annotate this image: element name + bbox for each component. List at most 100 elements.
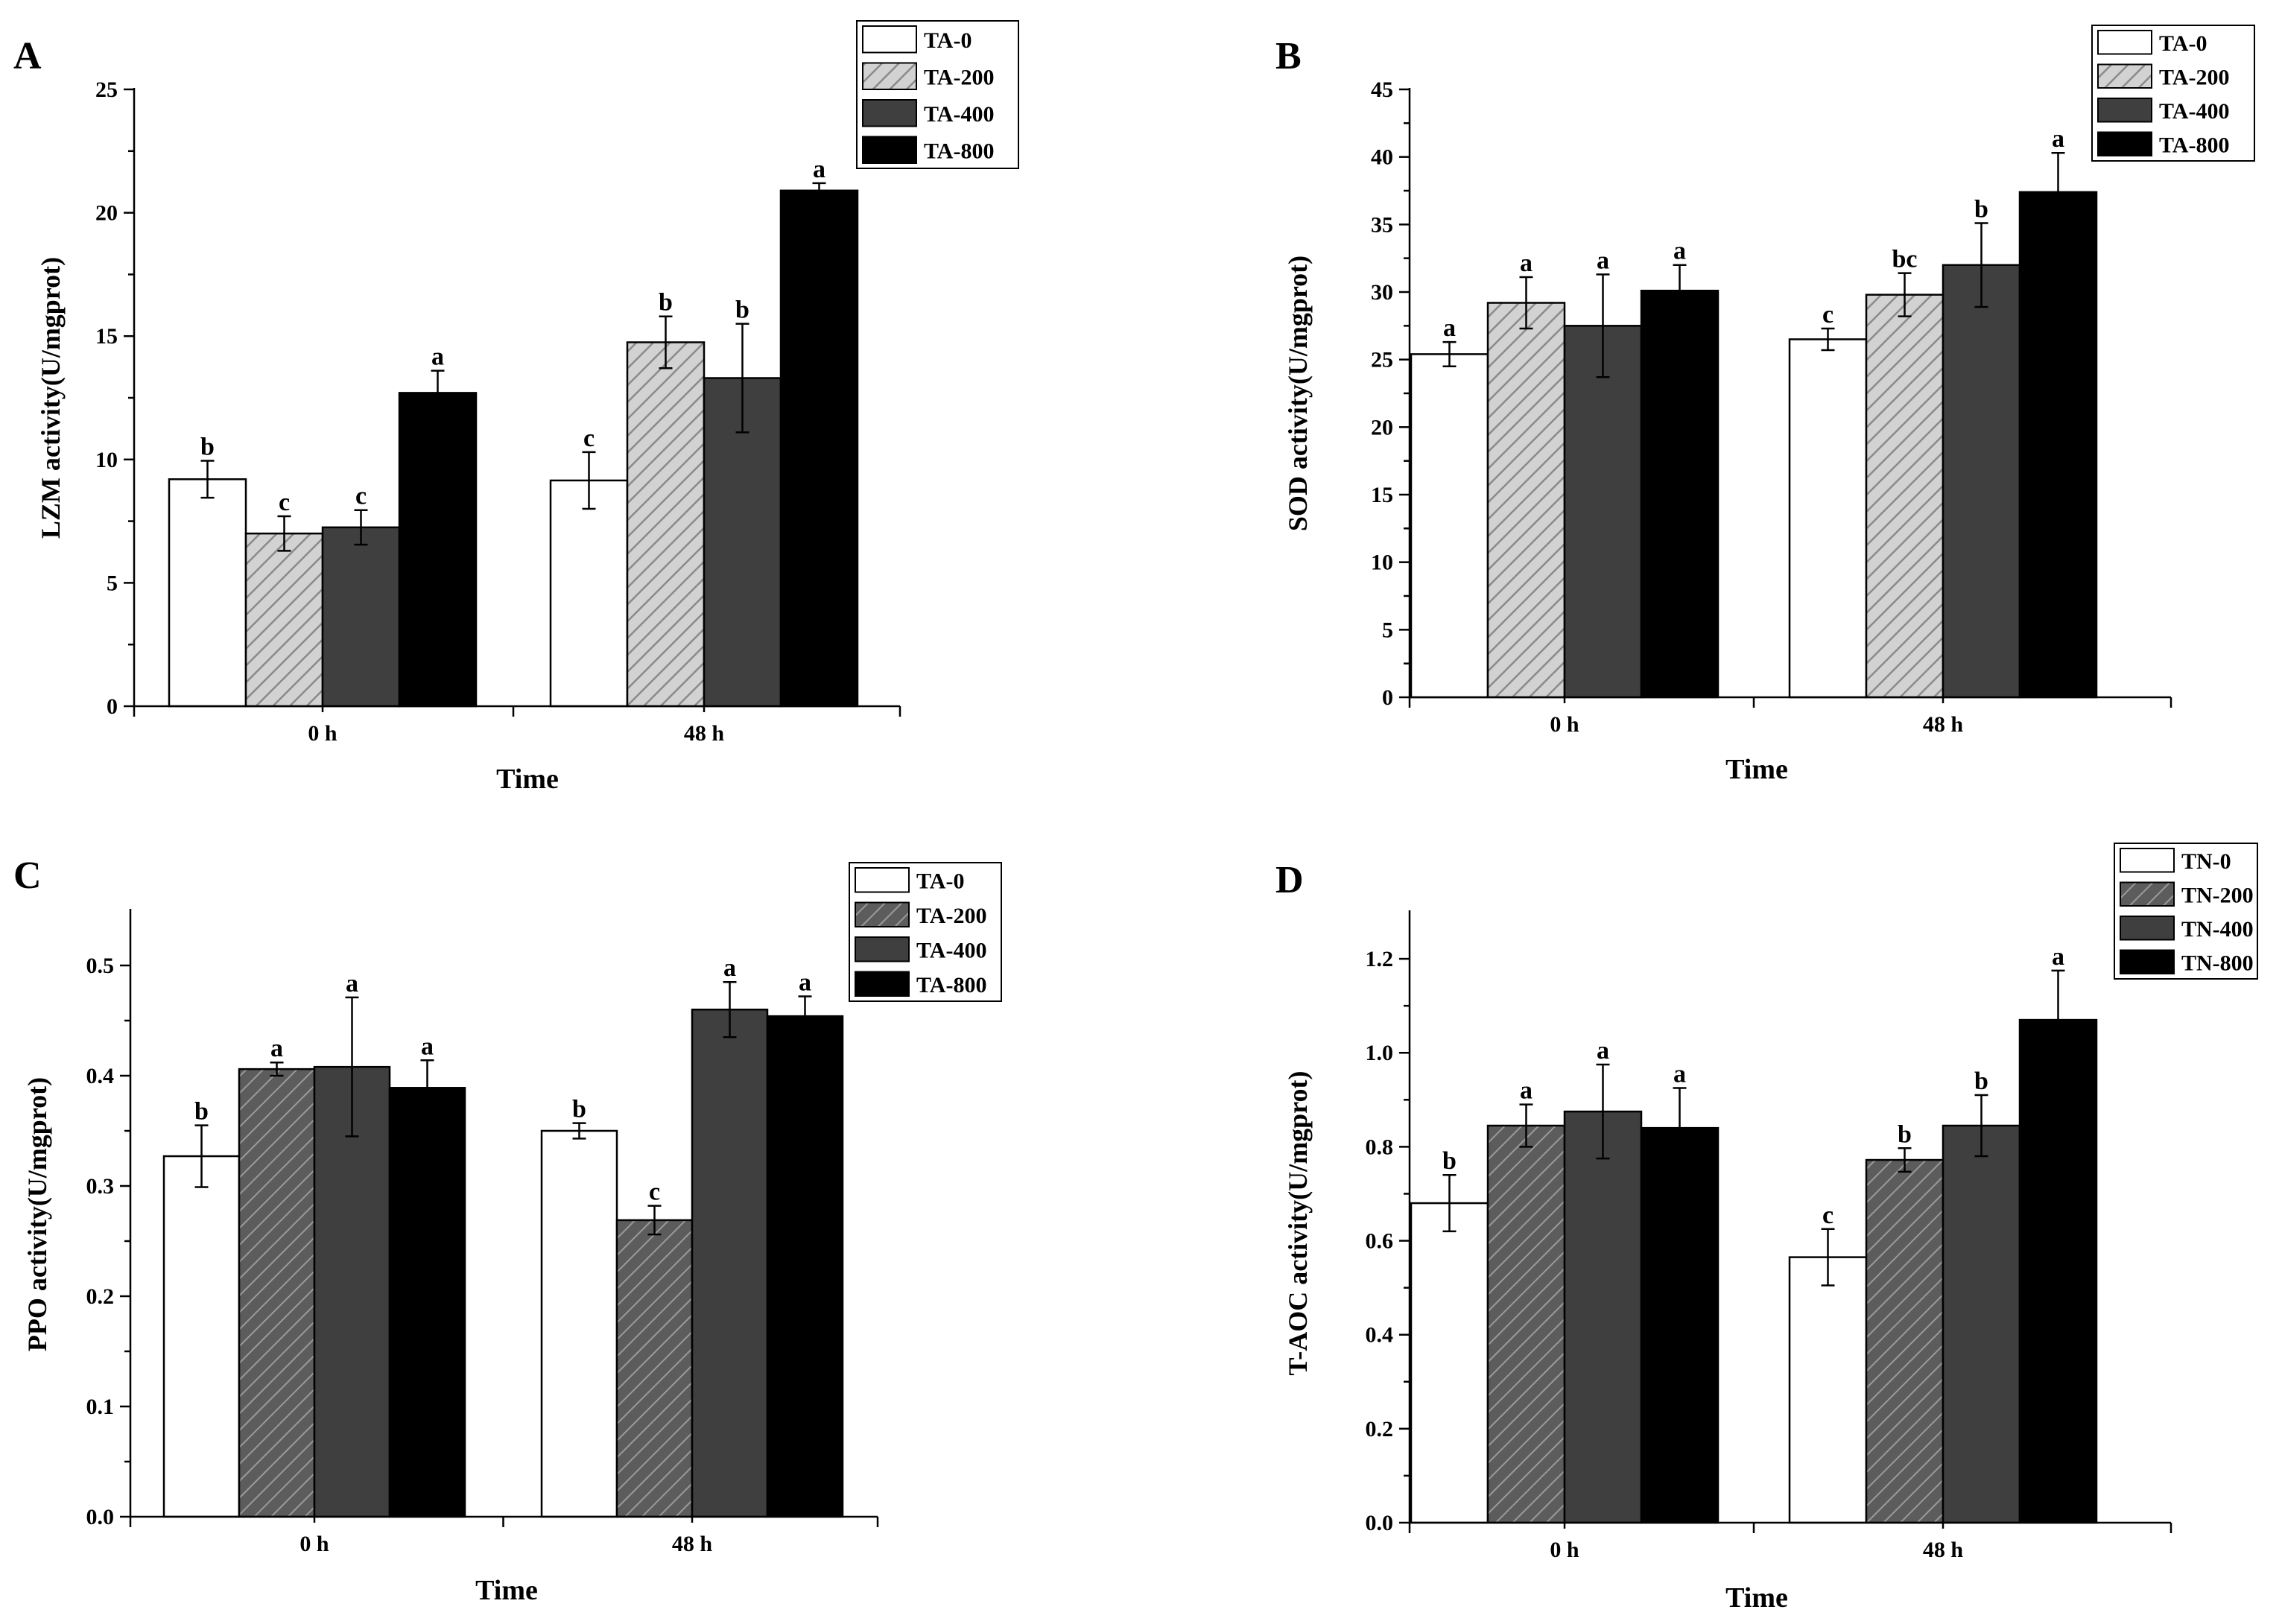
bar-ta-0-48h (549, 479, 629, 708)
legend-swatch-ta-400 (855, 936, 910, 962)
x-tick-label: 48 h (1923, 712, 1964, 737)
significance-letter: c (355, 483, 367, 510)
x-tick-label: 48 h (1923, 1538, 1964, 1562)
y-axis-title: LZM activity(U/mgprot) (36, 257, 66, 539)
bar-ta-800-48h (766, 1015, 844, 1518)
significance-letter: a (723, 954, 736, 982)
significance-letter: a (1597, 247, 1609, 274)
error-bar (2051, 969, 2065, 1070)
chart-panel-c: Cb b a c a a a a 0.0 0.1 0.2 0.3 0.4 0.5 0 h 48 h Time PP… (13, 854, 1002, 1606)
legend-label-ta-400: TA-400 (2159, 99, 2229, 124)
y-tick-label: 0.6 (1366, 1229, 1394, 1254)
significance-letter: a (1673, 238, 1686, 265)
bar-tn-400-48h (1942, 1124, 2021, 1524)
significance-letter: a (799, 968, 811, 996)
significance-letter: a (2052, 125, 2064, 153)
significance-letter: c (1822, 301, 1833, 329)
error-bar (1821, 327, 1835, 352)
significance-letter: b (572, 1096, 586, 1123)
legend-label-ta-400: TA-400 (916, 938, 986, 962)
error-bar (572, 1122, 586, 1140)
chart-panel-b: Ba c a bc a b a a 0 5 10 15 20 25 30 35 40 45 0 h 48 h Time S… (1275, 25, 2255, 785)
bar-ta-800-0h (388, 1087, 466, 1518)
bar-ta-400-0h (313, 1065, 391, 1518)
legend-swatch-ta-200 (862, 62, 917, 90)
error-bar (1673, 264, 1687, 317)
bar-ta-400-48h (691, 1008, 769, 1518)
legend-label-ta-200: TA-200 (924, 65, 994, 89)
significance-letter: bc (1892, 246, 1918, 273)
axes (1399, 88, 2172, 708)
chart-panel-a: Ab c c b c b a a 0 5 10 15 20 25 0 h 48 h Time LZM activi… (13, 20, 1019, 795)
y-tick-label: 10 (95, 448, 118, 472)
axes (124, 88, 901, 717)
legend-swatch-ta-400 (862, 99, 917, 127)
legend: TA-0 TA-200 TA-400 TA-800 (849, 862, 1002, 1002)
y-tick-label: 0 (107, 694, 118, 719)
bar-ta-400-0h (321, 526, 401, 708)
y-tick-label: 0.0 (86, 1505, 115, 1529)
bar-ta-200-0h (238, 1068, 316, 1518)
significance-letter: b (200, 433, 215, 460)
y-tick-label: 1.2 (1366, 947, 1394, 971)
legend-label-ta-800: TA-800 (924, 139, 994, 163)
y-tick-label: 25 (95, 77, 118, 102)
bar-ta-0-0h (162, 1155, 241, 1518)
x-tick-label: 0 h (308, 721, 337, 746)
legend-swatch-ta-0 (855, 867, 910, 893)
legend-swatch-ta-800 (2097, 131, 2152, 156)
significance-letter: a (1597, 1037, 1609, 1065)
y-tick-label: 0.0 (1366, 1511, 1394, 1535)
significance-letter: c (1822, 1202, 1833, 1229)
legend-swatch-ta-0 (862, 25, 917, 54)
legend-label-ta-0: TA-0 (2159, 31, 2207, 56)
error-bar (1596, 273, 1610, 378)
y-tick-label: 0.1 (86, 1395, 115, 1419)
significance-letter: a (1673, 1061, 1686, 1088)
error-bar (735, 323, 749, 434)
bar-ta-0-0h (168, 478, 247, 708)
y-tick-label: 30 (1371, 280, 1393, 305)
bar-ta-800-0h (398, 392, 478, 708)
error-bar (420, 1059, 434, 1117)
significance-letter: a (421, 1033, 434, 1060)
significance-letter: a (1520, 250, 1533, 277)
bar-ta-0-48h (540, 1129, 618, 1518)
legend-swatch-ta-0 (2097, 30, 2152, 55)
x-axis-title: Time (475, 1575, 538, 1606)
error-bar (1442, 340, 1457, 367)
error-bar (798, 995, 812, 1037)
y-tick-label: 20 (1371, 415, 1393, 440)
significance-letter: b (659, 289, 673, 317)
bar-tn-400-0h (1563, 1110, 1643, 1524)
bar-ta-0-0h (1410, 353, 1489, 699)
legend-label-ta-800: TA-800 (2159, 133, 2229, 157)
significance-letter: b (1974, 1068, 1988, 1095)
y-tick-label: 15 (95, 324, 118, 349)
legend-label-tn-400: TN-400 (2181, 917, 2254, 942)
legend-swatch-tn-800 (2120, 949, 2175, 974)
x-tick-label: 0 h (299, 1532, 329, 1556)
bar-ta-800-48h (779, 189, 859, 708)
error-bar (812, 182, 826, 199)
significance-letter: a (1520, 1077, 1533, 1105)
error-bar (1519, 1103, 1533, 1148)
y-tick-label: 35 (1371, 212, 1393, 237)
error-bar (200, 460, 215, 499)
y-tick-label: 0.5 (86, 954, 115, 978)
x-tick-label: 0 h (1550, 712, 1579, 737)
legend: TA-0 TA-200 TA-400 TA-800 (2091, 25, 2255, 162)
y-tick-label: 0.4 (86, 1064, 115, 1088)
error-bar (723, 980, 737, 1038)
y-tick-label: 45 (1371, 77, 1393, 102)
error-bar (1974, 222, 1988, 308)
y-tick-label: 40 (1371, 145, 1393, 170)
significance-letter: b (194, 1098, 209, 1126)
legend-label-tn-200: TN-200 (2181, 883, 2254, 907)
error-bar (1898, 272, 1912, 317)
bar-ta-200-0h (244, 532, 324, 708)
x-axis-title: Time (496, 764, 559, 795)
x-tick-label: 0 h (1550, 1538, 1579, 1562)
significance-letter: b (735, 296, 749, 324)
